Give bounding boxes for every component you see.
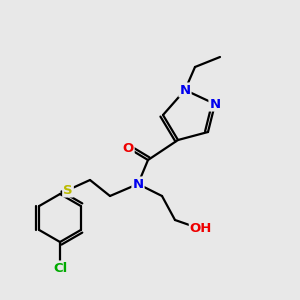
Text: OH: OH [190,221,212,235]
Text: N: N [132,178,144,190]
Text: Cl: Cl [53,262,67,275]
Text: S: S [63,184,73,196]
Text: N: N [179,83,191,97]
Text: N: N [209,98,220,110]
Text: O: O [122,142,134,154]
